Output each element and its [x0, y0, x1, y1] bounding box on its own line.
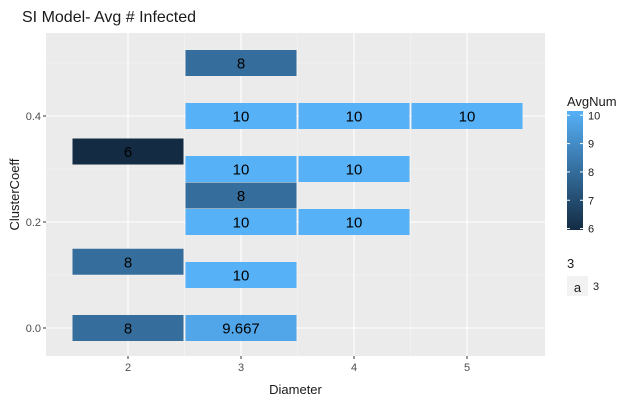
- y-tick-label: 0.4: [26, 111, 41, 123]
- tile-label: 10: [346, 109, 363, 126]
- size-legend-title: 3: [567, 256, 574, 271]
- x-tick-label: 4: [351, 362, 357, 374]
- tiles: [72, 50, 523, 341]
- tile-d4-c0_3: [298, 156, 410, 182]
- size-legend-key: [567, 276, 588, 296]
- y-tick-label: 0.0: [26, 323, 41, 335]
- colorbar-ticks: 10 9 8 7 6: [567, 110, 600, 236]
- tile-d2-c0_125: [72, 248, 184, 275]
- tile-d3-c0_1: [185, 262, 297, 288]
- tile-label: 10: [233, 215, 250, 232]
- colorbar-tick-label: 10: [588, 110, 600, 122]
- x-axis-title: Diameter: [269, 382, 322, 397]
- tile-label: 8: [124, 254, 132, 271]
- x-tick-label: 2: [125, 362, 131, 374]
- tile-label: 9.667: [222, 321, 260, 338]
- tile-d3-c0_3: [185, 156, 297, 182]
- tile-label: 8: [124, 321, 132, 338]
- axes: 2 3 4 5 0.0 0.2 0.4: [26, 111, 470, 374]
- tile-d3-c0_2: [185, 209, 297, 235]
- tile-d3-c0_5: [185, 50, 297, 76]
- tile-d4-c0_4: [298, 103, 410, 129]
- colorbar-tick-label: 9: [588, 139, 594, 151]
- size-legend-label: 3: [593, 281, 599, 293]
- tile-d2-c0_333: [72, 138, 184, 165]
- tile-d3-c0_4: [185, 103, 297, 129]
- colorbar-tick-label: 7: [588, 195, 594, 207]
- tile-label: 10: [233, 162, 250, 179]
- tile-label: 8: [237, 188, 245, 205]
- tile-d3-c0_25: [185, 182, 297, 209]
- tile-labels: 8 10 10 10 6 10 10 8 10 10 8 10 8 9.667: [124, 56, 476, 338]
- tile-d5-c0_4: [411, 103, 523, 129]
- tile-label: 10: [346, 215, 363, 232]
- x-tick-label: 3: [238, 362, 244, 374]
- legend: AvgNum 10 9 8 7 6 3 a 3: [567, 94, 617, 296]
- chart-title: SI Model- Avg # Infected: [22, 9, 196, 26]
- y-tick-label: 0.2: [26, 217, 41, 229]
- size-legend-key-glyph: a: [574, 280, 582, 295]
- y-axis-title: ClusterCoeff: [7, 158, 22, 230]
- colorbar: [567, 111, 583, 230]
- colorbar-tick-label: 8: [588, 167, 594, 179]
- tile-label: 10: [346, 162, 363, 179]
- tile-label: 10: [233, 268, 250, 285]
- tile-label: 10: [459, 109, 476, 126]
- colorbar-tick-label: 6: [588, 224, 594, 236]
- tile-d3-c0: [185, 315, 297, 341]
- tile-label: 8: [237, 56, 245, 73]
- x-tick-label: 5: [464, 362, 470, 374]
- tile-label: 10: [233, 109, 250, 126]
- tile-d2-c0: [72, 315, 184, 341]
- tile-d4-c0_2: [298, 209, 410, 235]
- fill-legend-title: AvgNum: [567, 94, 617, 109]
- tile-label: 6: [124, 144, 132, 161]
